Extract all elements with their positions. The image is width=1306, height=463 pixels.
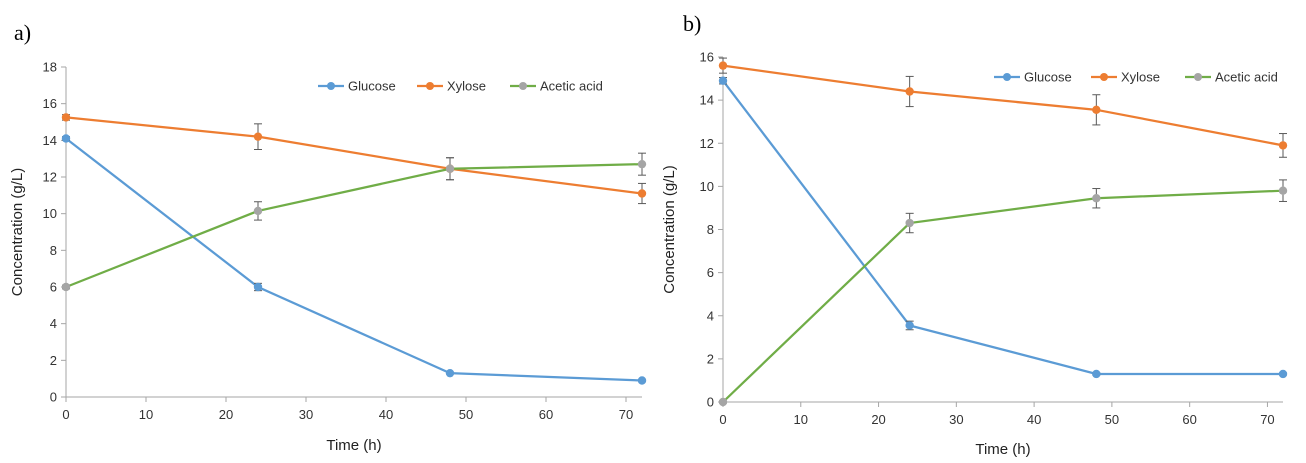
data-point-glucose [718, 76, 728, 85]
series-line-acetic-acid [722, 189, 1284, 403]
data-point-xylose [718, 61, 728, 70]
series-line-xylose [722, 64, 1284, 147]
x-tick-label: 40 [1027, 412, 1041, 427]
chart-b-svg: b) 0 2 4 6 8 10 12 14 16 0 10 20 30 40 50 60 70 Time (h) Co… [661, 11, 1288, 458]
legend-marker-acetic-acid [519, 82, 527, 90]
data-point-xylose [1092, 105, 1101, 115]
x-tick-label: 60 [1182, 412, 1196, 427]
legend-label-acetic-acid: Acetic acid [1215, 70, 1278, 85]
y-tick-label: 16 [43, 96, 57, 111]
data-point-glucose [61, 134, 71, 143]
panel-label: b) [683, 11, 701, 36]
y-tick-label: 12 [700, 136, 714, 151]
data-point-xylose [61, 113, 71, 122]
data-point-acetic-acid [253, 206, 263, 216]
series-line-glucose [722, 80, 1283, 376]
data-point-acetic-acid [1092, 194, 1101, 203]
y-tick-label: 4 [50, 316, 57, 331]
y-tick-label: 0 [707, 395, 714, 410]
data-point-glucose [905, 321, 914, 330]
y-tick-label: 8 [50, 243, 57, 258]
y-axis-title: Concentration (g/L) [661, 165, 678, 293]
x-tick-label: 40 [379, 407, 393, 422]
data-point-xylose [637, 189, 647, 198]
series-line-acetic-acid [65, 163, 643, 289]
y-tick-label: 12 [43, 170, 57, 185]
x-tick-label: 50 [459, 407, 473, 422]
legend-label-acetic-acid: Acetic acid [540, 79, 603, 94]
y-tick-label: 2 [707, 351, 714, 366]
x-tick-label: 30 [299, 407, 313, 422]
y-tick-label: 2 [50, 353, 57, 368]
x-tick-label: 10 [139, 407, 153, 422]
y-tick-label: 14 [700, 93, 714, 108]
legend-label-xylose: Xylose [1121, 70, 1160, 85]
y-tick-label: 14 [43, 133, 57, 148]
data-point-acetic-acid [637, 159, 647, 169]
data-point-acetic-acid [61, 282, 71, 292]
legend-marker-xylose [1100, 73, 1108, 81]
legend-marker-acetic-acid [1194, 73, 1202, 81]
legend-marker-xylose [426, 82, 434, 90]
y-tick-label: 8 [707, 222, 714, 237]
y-tick-label: 6 [707, 265, 714, 280]
data-point-glucose [253, 282, 263, 292]
x-tick-label: 0 [62, 407, 69, 422]
x-tick-label: 20 [871, 412, 885, 427]
y-tick-label: 4 [707, 308, 714, 323]
legend-marker-glucose [1003, 73, 1011, 81]
data-point-acetic-acid [445, 164, 455, 173]
x-tick-label: 70 [619, 407, 633, 422]
data-point-acetic-acid [1278, 186, 1288, 195]
x-tick-label: 20 [219, 407, 233, 422]
y-tick-label: 16 [700, 50, 714, 65]
chart-panel-a: a) 0 2 4 6 8 10 12 14 16 18 0 10 20 30 40 50 60 70 Time (h)… [0, 0, 650, 463]
legend-label-xylose: Xylose [447, 79, 486, 94]
x-tick-label: 60 [539, 407, 553, 422]
y-tick-label: 0 [50, 390, 57, 405]
data-point-glucose [1092, 369, 1101, 379]
y-tick-label: 10 [700, 179, 714, 194]
chart-panel-b: b) 0 2 4 6 8 10 12 14 16 0 10 20 30 40 50 60 70 Time (h) Co… [650, 0, 1306, 463]
y-axis-title: Concentration (g/L) [9, 168, 26, 296]
y-tick-label: 18 [43, 60, 57, 75]
panel-label: a) [14, 20, 31, 45]
data-point-glucose [445, 368, 455, 378]
x-tick-label: 70 [1260, 412, 1274, 427]
legend-marker-glucose [327, 82, 335, 90]
x-tick-label: 30 [949, 412, 963, 427]
series-line-xylose [65, 116, 643, 195]
data-point-xylose [1278, 141, 1288, 150]
data-point-glucose [1278, 369, 1288, 379]
legend-label-glucose: Glucose [348, 79, 396, 94]
data-point-acetic-acid [905, 218, 914, 228]
x-axis-title: Time (h) [326, 437, 381, 454]
data-point-xylose [905, 87, 914, 96]
data-point-acetic-acid [718, 397, 728, 407]
x-tick-label: 50 [1105, 412, 1119, 427]
x-axis-title: Time (h) [975, 441, 1030, 458]
y-tick-label: 6 [50, 280, 57, 295]
legend-label-glucose: Glucose [1024, 70, 1072, 85]
data-point-glucose [637, 376, 647, 385]
series-line-glucose [65, 137, 643, 382]
y-tick-label: 10 [43, 206, 57, 221]
chart-a-svg: a) 0 2 4 6 8 10 12 14 16 18 0 10 20 30 40 50 60 70 Time (h)… [9, 20, 647, 454]
x-tick-label: 0 [719, 412, 726, 427]
data-point-xylose [253, 132, 263, 141]
x-tick-label: 10 [794, 412, 808, 427]
